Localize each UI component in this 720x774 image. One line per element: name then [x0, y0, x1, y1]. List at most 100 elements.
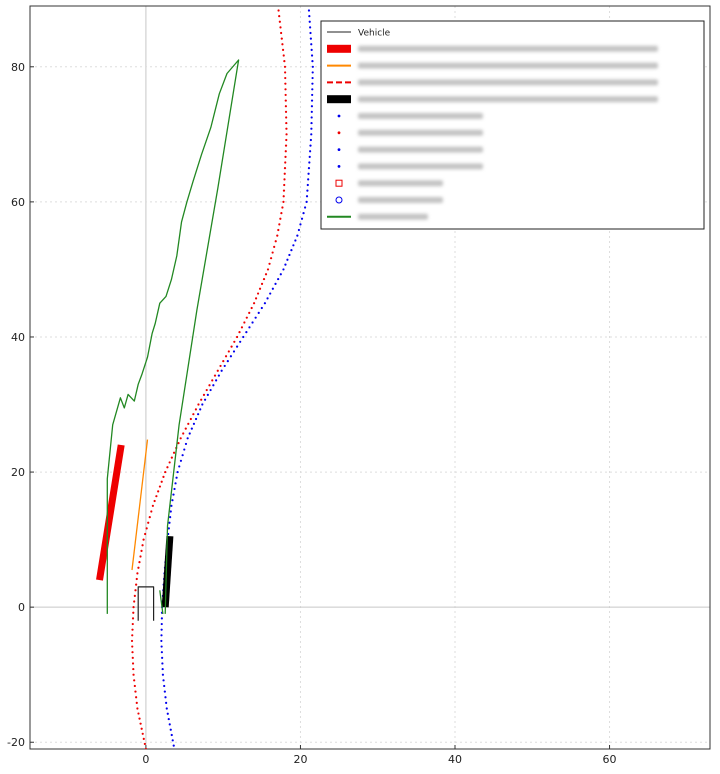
lane-point [311, 60, 314, 63]
lane-point [131, 622, 134, 626]
lane-point [197, 403, 200, 406]
axes: 0 20 40 60 -20 0 20 40 60 80 [7, 5, 711, 766]
lane-point [219, 364, 222, 368]
lane-point [282, 268, 285, 271]
legend-label-blurred [358, 79, 658, 86]
lane-point [311, 93, 314, 97]
lane-point [284, 155, 287, 158]
lane-point [238, 331, 241, 334]
lane-point [144, 532, 147, 536]
lane-point [311, 82, 314, 85]
legend-label-blurred [358, 163, 483, 170]
y-tick-label: 40 [11, 331, 25, 344]
lane-point [268, 262, 271, 265]
lane-point [310, 133, 313, 136]
lane-point [134, 589, 137, 592]
lane-point [137, 566, 140, 569]
lane-point [311, 76, 314, 80]
lane-point [264, 273, 268, 276]
lane-point [169, 515, 172, 519]
y-tick-label: -20 [7, 736, 25, 749]
x-tick-label: 0 [142, 753, 149, 766]
lane-point [309, 150, 312, 153]
lane-point [278, 223, 281, 226]
lane-point [141, 732, 144, 735]
lane-point [284, 76, 287, 80]
legend-swatch [335, 196, 343, 204]
lane-point [171, 739, 174, 742]
lane-point [284, 144, 288, 147]
lane-point [311, 88, 314, 91]
lane-point [263, 302, 267, 305]
lane-point [160, 651, 163, 654]
lane-point [192, 422, 196, 425]
lane-point [133, 594, 136, 597]
lane-point [177, 442, 180, 445]
lane-point [239, 340, 242, 343]
lane-point [162, 679, 165, 682]
lane-point [279, 26, 282, 29]
lane-point [134, 690, 137, 693]
lane-point [175, 476, 178, 479]
lane-point [179, 459, 183, 462]
lane-point [137, 712, 140, 715]
legend-label-blurred [358, 213, 428, 220]
lane-point [282, 200, 285, 203]
lane-point [284, 71, 287, 74]
lane-point [172, 744, 175, 747]
lane-point [310, 121, 313, 125]
lane-point [235, 345, 239, 348]
lane-point [160, 617, 163, 620]
lane-point [279, 217, 282, 220]
lane-point [140, 549, 143, 552]
series-line [131, 439, 149, 571]
lane-point [284, 110, 288, 113]
lane-point [266, 297, 269, 300]
lane-point [186, 437, 189, 440]
lane-point [163, 684, 166, 688]
series-line [159, 590, 164, 614]
lane-point [306, 189, 309, 192]
lane-point [209, 388, 212, 392]
lane-point [135, 583, 138, 586]
lane-point [173, 487, 176, 491]
lane-point [141, 544, 144, 547]
lane-point [132, 667, 135, 671]
lane-point [294, 239, 297, 242]
lane-point [170, 456, 173, 459]
lane-point [279, 273, 282, 276]
lane-point [240, 326, 244, 329]
lane-point [296, 234, 299, 237]
lane-point [274, 282, 277, 286]
lane-point [311, 65, 314, 68]
lane-point [194, 408, 198, 411]
lane-point [285, 127, 288, 130]
lane-point [282, 189, 286, 192]
lane-point [171, 499, 174, 502]
lane-point [305, 200, 308, 203]
lane-point [242, 335, 245, 339]
lane-point [139, 555, 142, 558]
lane-point [310, 116, 313, 119]
lane-point [274, 240, 277, 243]
lane-point [157, 490, 160, 493]
lane-point [309, 26, 312, 29]
lane-point [308, 20, 311, 23]
lane-point [269, 292, 272, 295]
lane-point [309, 138, 312, 142]
lane-point [182, 432, 185, 435]
lane-point [308, 161, 311, 164]
lane-point [142, 538, 145, 541]
lane-point [256, 292, 260, 295]
lane-point [153, 499, 156, 503]
lane-point [226, 359, 229, 363]
lane-point [284, 99, 287, 102]
lane-point [306, 183, 309, 187]
lane-point [166, 466, 169, 469]
lane-point [132, 673, 135, 676]
lane-point [281, 43, 284, 46]
lane-point [309, 31, 312, 35]
lane-point [131, 628, 134, 631]
lane-point [194, 417, 198, 421]
x-tick-label: 20 [293, 753, 307, 766]
